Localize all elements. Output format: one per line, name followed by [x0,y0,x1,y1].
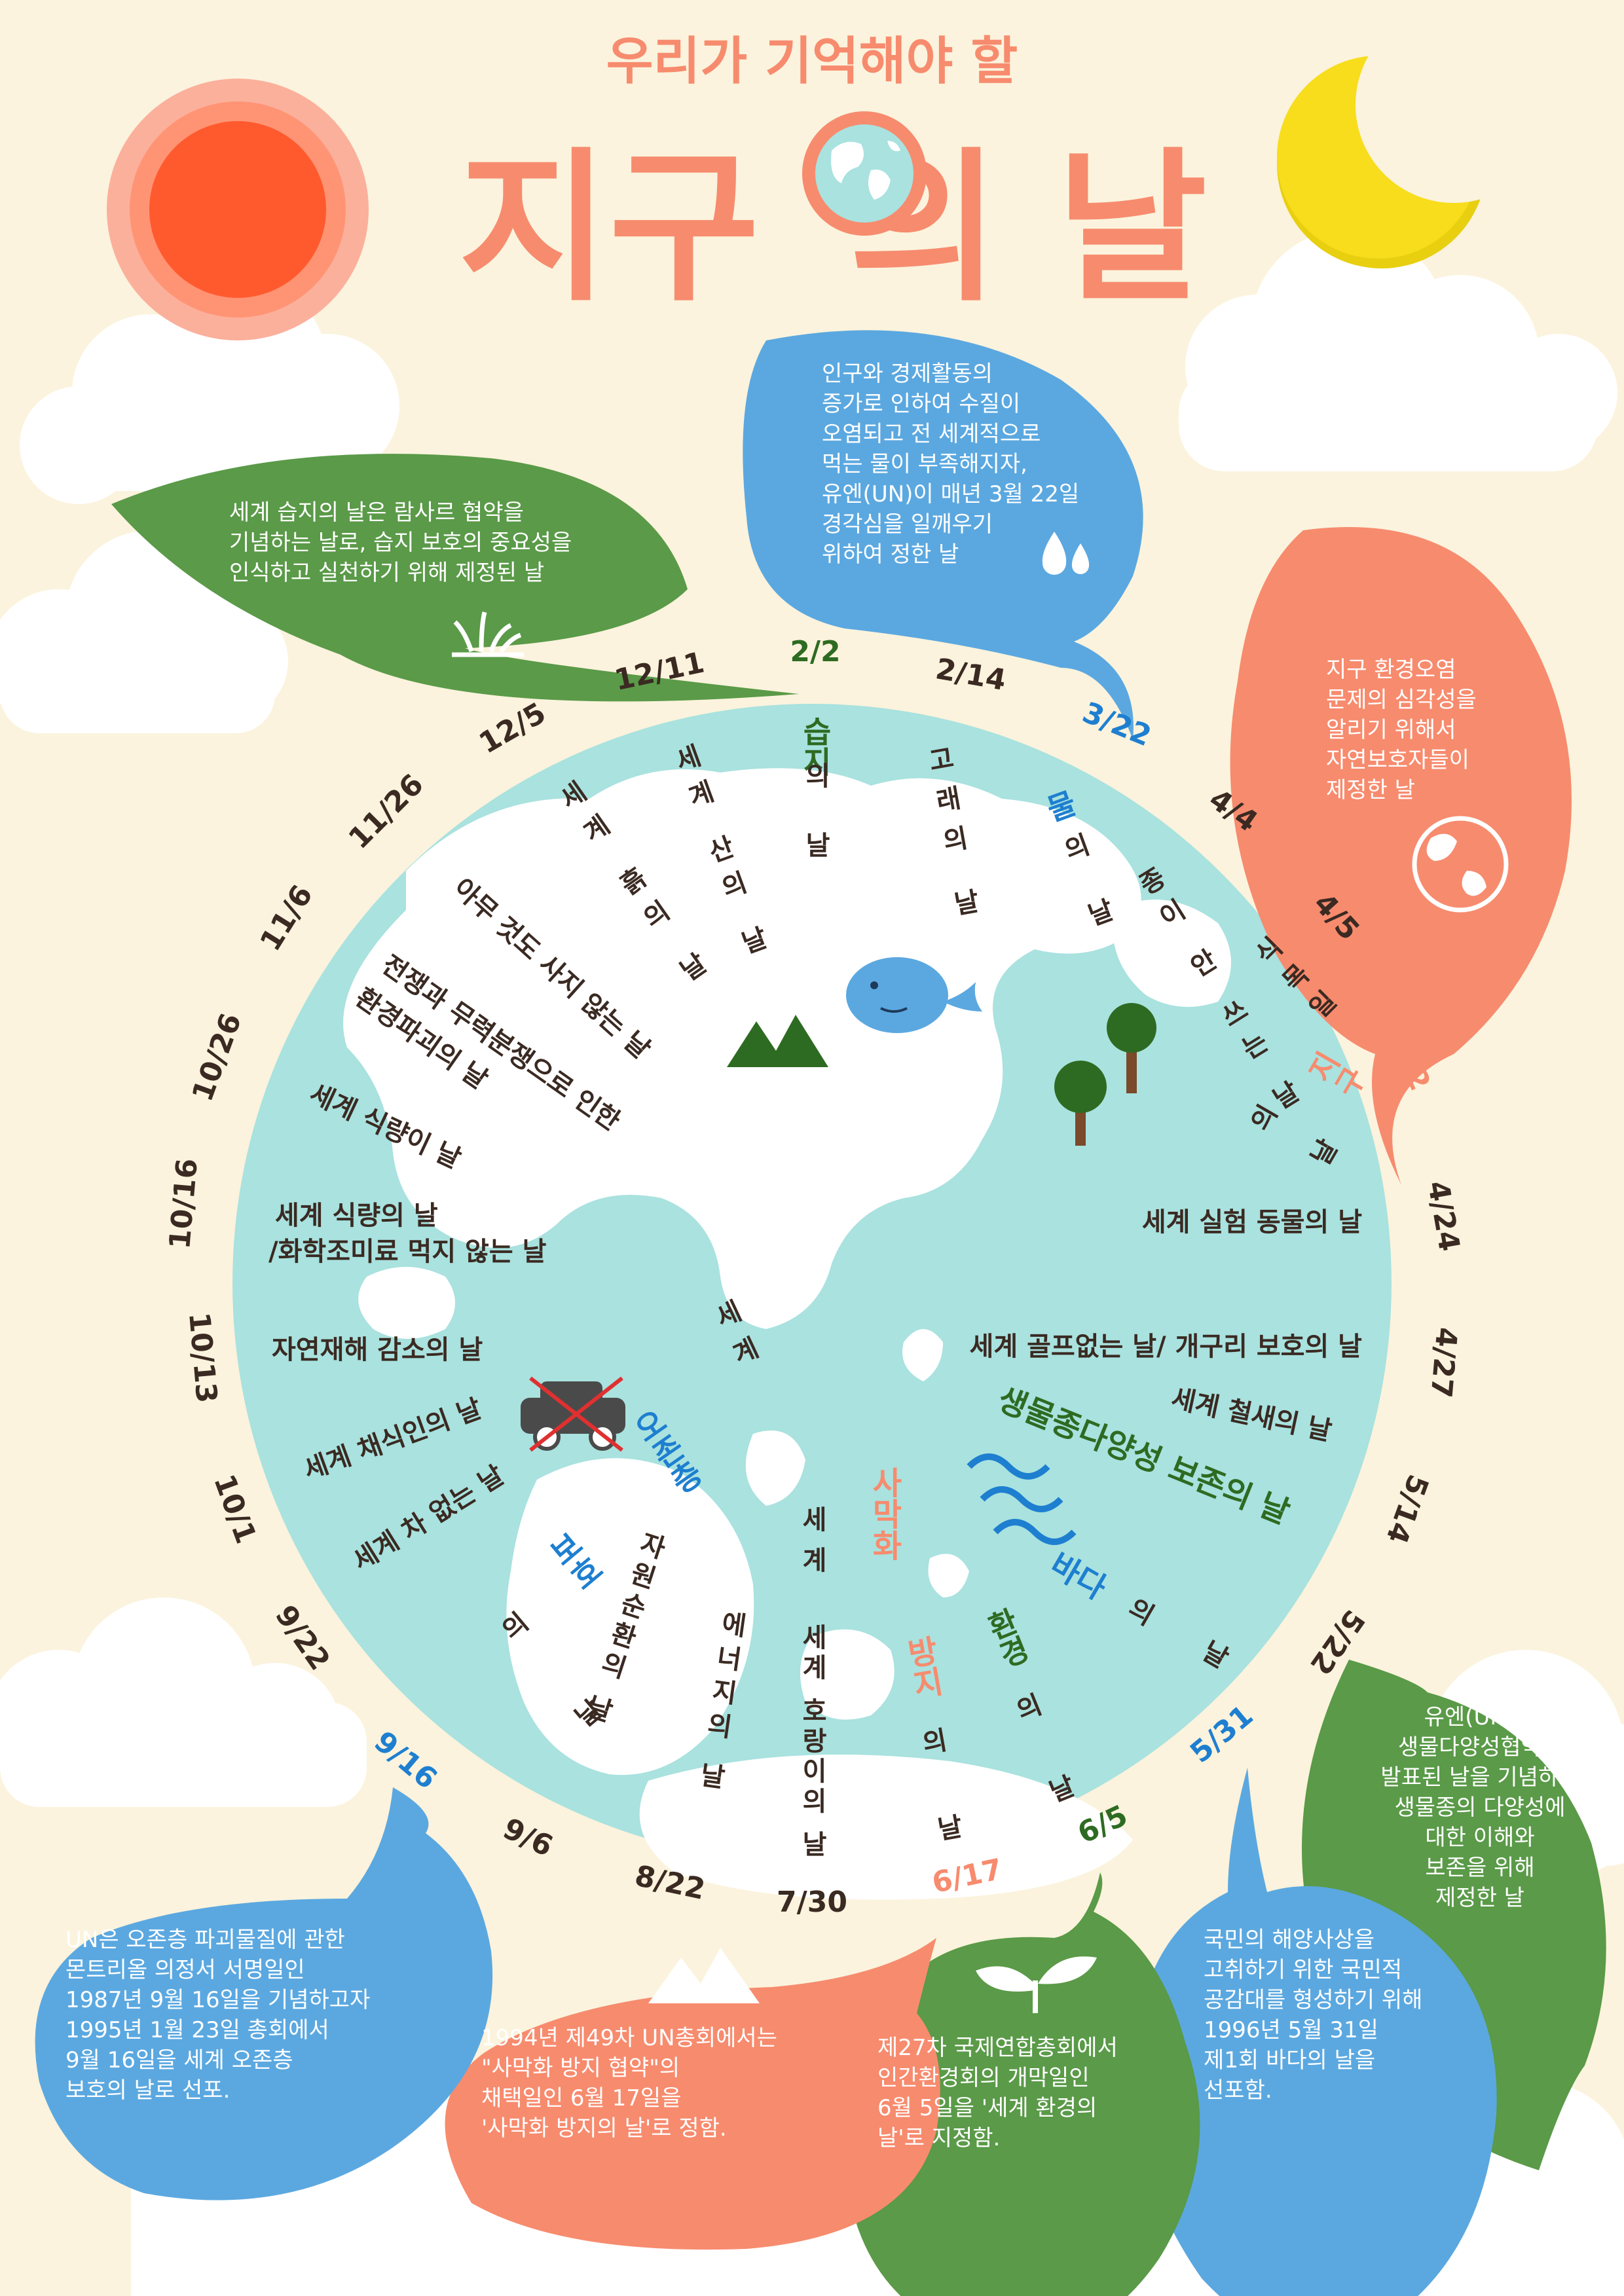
note-earth: 지구 환경오염 문제의 심각성을 알리기 위해서 자연보호자들이 제정한 날 [1326,657,1477,803]
leaf-environment [843,1872,1200,2296]
cloud-right-top [1179,229,1617,471]
note-biodiversity: 유엔(UN)의 생물다양성협약이 발표된 날을 기념하고 생물종의 다양성에 대… [1380,1704,1579,1911]
title-globe-icon [802,111,927,236]
mountain-icon [727,1015,828,1067]
date-10-26: 10/26 [186,1009,248,1106]
whale-icon [846,957,982,1033]
date-10-13: 10/13 [182,1311,223,1404]
subtitle: 우리가 기억해야 할 [606,32,1018,91]
leaf-water [743,330,1143,740]
note-ozone: UN은 오존층 파괴물질에 관한 몬트리올 의정서 서명일인 1987년 9월 … [65,1927,371,2104]
day-animal: 세계 실험 동물의 날 [1142,1207,1362,1237]
date-9-6: 9/6 [498,1812,558,1863]
date-5-14: 5/14 [1379,1470,1435,1548]
day-disaster: 자연재해 감소의 날 [272,1335,483,1365]
date-7-30: 7/30 [777,1886,847,1919]
day-wetland-rest: 의 날 [800,762,830,875]
date-9-16: 9/16 [368,1725,443,1796]
note-environment: 제27차 국제연합총회에서 인간환경회의 개막일인 6월 5일을 '세계 환경의… [877,2035,1118,2151]
trees-icon [1054,1003,1156,1146]
cloud-left-bottom [0,1597,367,1807]
title-part1: 지구 [458,133,760,323]
leaf-desert [445,1938,940,2250]
date-4-27: 4/27 [1424,1326,1463,1399]
date-2-2: 2/2 [790,635,840,668]
leaf-ozone [35,1787,493,2200]
mountain-white-icon [648,1948,760,2003]
day-tiger-pre: 세계 [797,1506,827,1587]
day-desert-hl1: 사막화 [866,1467,902,1561]
day-food2b: /화학조미료 먹지 않는 날 [268,1237,547,1267]
date-11-26: 11/26 [342,768,430,856]
date-12-5: 12/5 [473,696,551,760]
day-wetland-hl: 습지 [798,716,833,776]
day-golf: 세계 골프없는 날/ 개구리 보호의 날 [970,1332,1363,1362]
water-drops-icon [1042,532,1090,575]
day-tiger: 세계 호랑이의 날 [797,1624,827,1861]
leaf-wetland [111,454,799,702]
note-desert: 1994년 제49차 UN총회에서는 "사막화 방지 협약"의 채택일인 6월 … [481,2025,777,2141]
leaf-earth [1230,527,1572,1185]
date-4-24: 4/24 [1421,1178,1466,1254]
date-2-14: 2/14 [933,652,1008,697]
cloud-left-mid [0,530,288,733]
date-11-6: 11/6 [253,879,319,957]
date-10-1: 10/1 [207,1470,263,1548]
leaf-ocean [1134,1768,1497,2296]
date-10-16: 10/16 [163,1157,204,1250]
moon-icon [1277,7,1552,268]
sprout-icon [976,1956,1097,2013]
grass-icon [452,611,524,657]
note-wetland: 세계 습지의 날은 람사르 협약을 기념하는 날로, 습지 보호의 중요성을 인… [229,500,572,586]
note-water: 인구와 경제활동의 증가로 인하여 수질이 오염되고 전 세계적으로 먹는 물이… [822,361,1080,568]
note-ocean: 국민의 해양사상을 고취하기 위한 국민적 공감대를 형성하기 위해 1996년… [1204,1927,1423,2104]
wave-icon [967,1453,1077,1545]
earth-icon [1412,816,1509,913]
day-food2a: 세계 식량의 날 [275,1201,438,1231]
no-car-icon [521,1376,625,1452]
sun-icon [107,79,369,340]
